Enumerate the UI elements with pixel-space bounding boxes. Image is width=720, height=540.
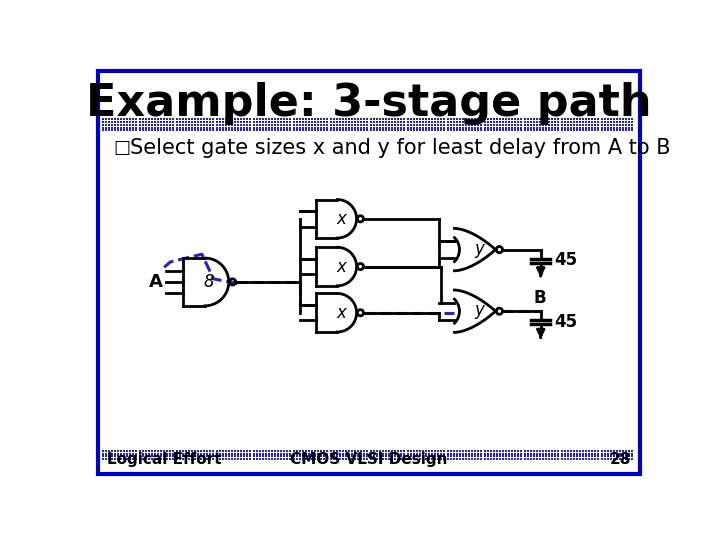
Text: □: □ bbox=[113, 139, 130, 157]
Text: y: y bbox=[474, 301, 484, 320]
Text: x: x bbox=[336, 258, 346, 275]
Text: y: y bbox=[474, 240, 484, 258]
Text: 45: 45 bbox=[554, 252, 577, 269]
Text: A: A bbox=[149, 273, 163, 291]
Text: Logical Effort: Logical Effort bbox=[107, 452, 222, 467]
Text: x: x bbox=[336, 210, 346, 228]
Text: 8: 8 bbox=[204, 273, 214, 291]
Text: 45: 45 bbox=[554, 313, 577, 331]
Text: Select gate sizes x and y for least delay from A to B: Select gate sizes x and y for least dela… bbox=[130, 138, 671, 158]
Text: B: B bbox=[533, 288, 546, 307]
Text: 28: 28 bbox=[609, 452, 631, 467]
Text: x: x bbox=[336, 303, 346, 322]
Text: Example: 3-stage path: Example: 3-stage path bbox=[86, 82, 652, 125]
Text: CMOS VLSI Design: CMOS VLSI Design bbox=[290, 452, 448, 467]
